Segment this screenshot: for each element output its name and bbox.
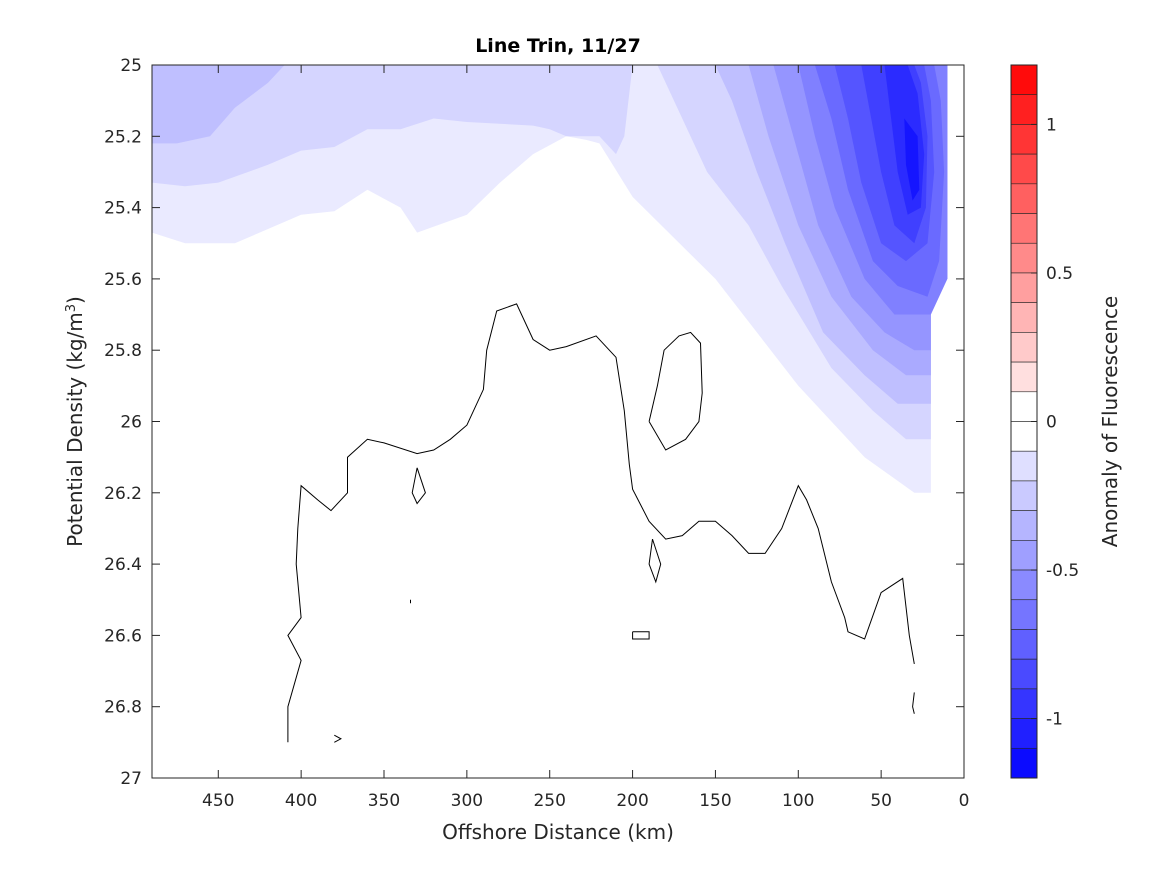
colorbar-tick-label: -0.5 (1046, 561, 1079, 581)
colorbar-segment (1010, 510, 1038, 541)
zero-contour-line-6 (912, 692, 915, 714)
colorbar-tick-label: 0.5 (1046, 264, 1073, 284)
zero-contour-line-5 (334, 734, 342, 743)
y-tick-label: 25 (120, 56, 142, 76)
colorbar-segment (1010, 183, 1038, 214)
x-tick-label: 450 (202, 791, 234, 811)
y-axis-title-superscript: 3 (64, 304, 79, 312)
x-tick-label: 300 (451, 791, 483, 811)
colorbar-segment (1010, 421, 1038, 452)
y-tick-label: 26.2 (104, 484, 142, 504)
y-axis-title-main: Potential Density (kg/m (63, 312, 87, 547)
colorbar-segment (1010, 94, 1038, 125)
colorbar-segment (1010, 332, 1038, 363)
colorbar-segment (1010, 391, 1038, 422)
colorbar-segment (1010, 242, 1038, 274)
x-tick-label: 150 (699, 791, 731, 811)
colorbar-segment (1010, 718, 1038, 749)
x-axis: 450 400 350 300 250 200 150 100 50 0 (202, 65, 969, 811)
zero-contour-line-4 (632, 631, 650, 640)
zero-contour-layer (287, 303, 915, 743)
zero-contour-line-1 (648, 331, 703, 451)
colorbar-segment (1010, 124, 1038, 155)
colorbar-tick-label: 0 (1046, 413, 1057, 433)
y-axis-title: Potential Density (kg/m3) (63, 296, 87, 547)
colorbar-segment (1010, 658, 1038, 690)
colorbar: 1 0.5 0 -0.5 -1 (1010, 64, 1079, 779)
zero-contour-line-0 (287, 303, 915, 743)
colorbar-segment (1010, 272, 1038, 303)
y-tick-label: 27 (120, 769, 142, 789)
colorbar-segment (1010, 361, 1038, 393)
y-tick-label: 26.6 (104, 626, 142, 646)
y-tick-label: 25.4 (104, 199, 142, 219)
colorbar-segment (1010, 747, 1038, 779)
colorbar-segment (1010, 302, 1038, 333)
x-tick-label: 0 (959, 791, 970, 811)
y-axis-title-close: ) (63, 296, 87, 304)
colorbar-segment (1010, 540, 1038, 571)
chart-title: Line Trin, 11/27 (475, 35, 641, 57)
y-tick-label: 26.4 (104, 555, 142, 575)
y-tick-label: 25.6 (104, 270, 142, 290)
colorbar-segment (1010, 599, 1038, 630)
colorbar-title: Anomaly of Fluorescence (1098, 296, 1122, 547)
colorbar-segment (1010, 688, 1038, 719)
x-tick-label: 350 (368, 791, 400, 811)
x-axis-title: Offshore Distance (km) (442, 820, 674, 844)
colorbar-segment (1010, 213, 1038, 244)
contour-fill-layer (152, 65, 964, 778)
contour-fill-level-10 (904, 118, 920, 201)
y-axis: 25 25.2 25.4 25.6 25.8 26 26.2 26.4 26.6 26.8 27 (104, 56, 964, 789)
colorbar-segment (1010, 153, 1038, 185)
colorbar-segment (1010, 480, 1038, 511)
x-tick-label: 250 (533, 791, 565, 811)
y-tick-label: 25.2 (104, 127, 142, 147)
y-tick-label: 25.8 (104, 341, 142, 361)
x-tick-label: 400 (285, 791, 317, 811)
zero-contour-line-3 (648, 538, 662, 584)
colorbar-segment (1010, 629, 1038, 660)
colorbar-tick-label: 1 (1046, 115, 1057, 135)
contour-fill-level-1 (152, 65, 948, 440)
colorbar-segment (1010, 64, 1038, 96)
y-tick-label: 26.8 (104, 698, 142, 718)
y-tick-label: 26 (120, 413, 142, 433)
colorbar-segment (1010, 450, 1038, 482)
colorbar-segment (1010, 569, 1038, 601)
zero-contour-line-2 (411, 467, 426, 505)
x-tick-label: 200 (616, 791, 648, 811)
x-tick-label: 100 (782, 791, 814, 811)
colorbar-tick-label: -1 (1046, 710, 1063, 730)
x-tick-label: 50 (870, 791, 892, 811)
